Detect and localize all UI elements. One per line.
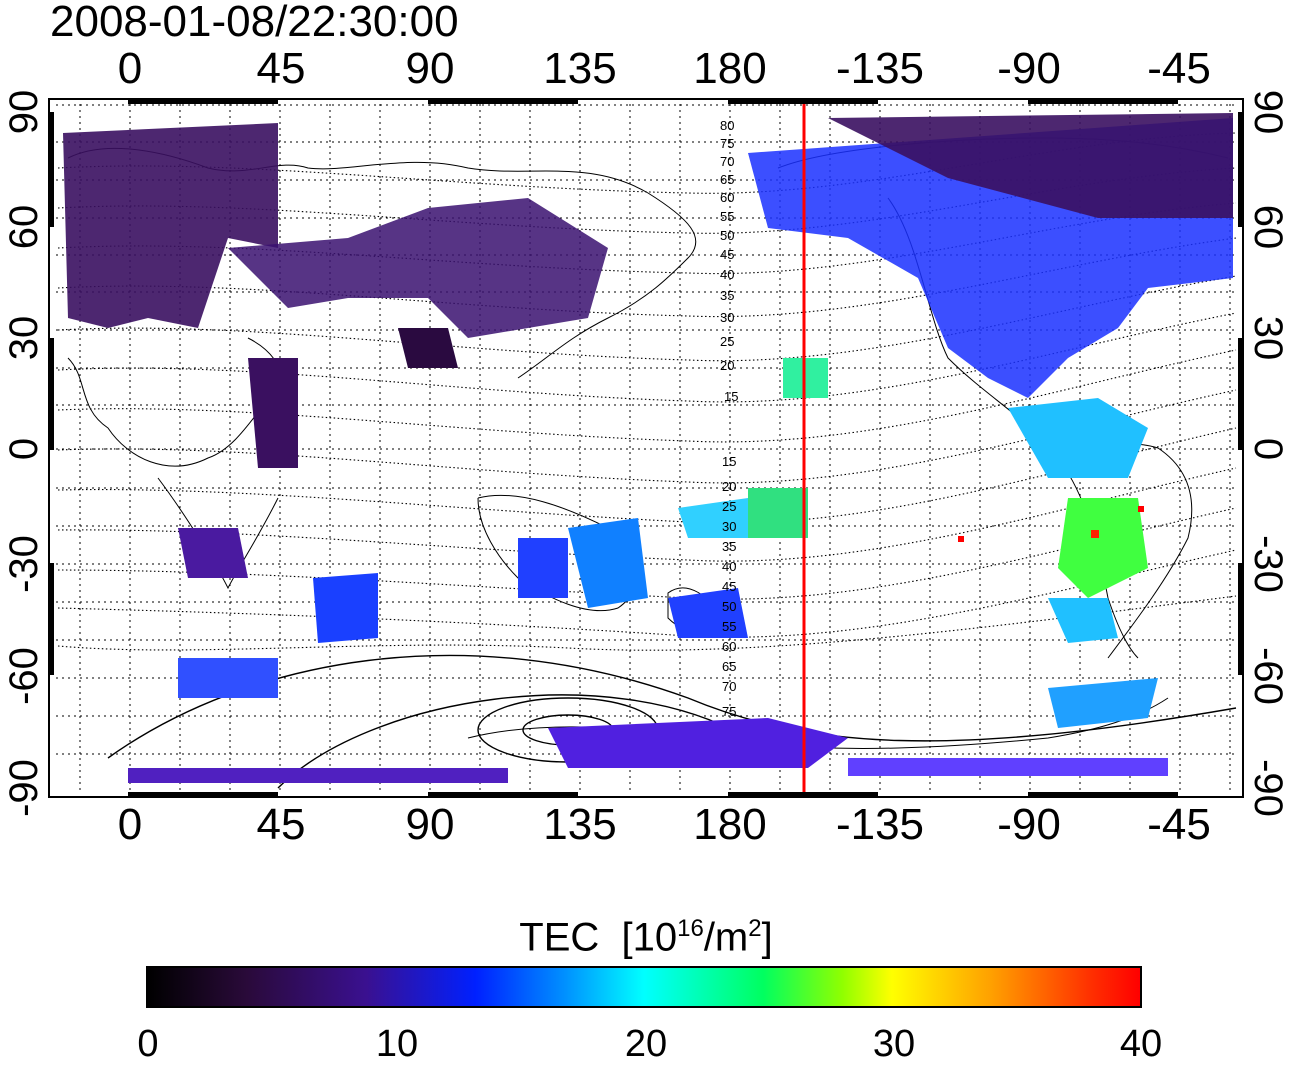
contour-label: 60 (722, 639, 736, 654)
lon-tick-top: 90 (405, 44, 455, 93)
colorbar-title-text: TEC (519, 915, 600, 960)
lon-tick-top: 135 (543, 44, 617, 93)
contour-label: 40 (720, 267, 734, 282)
contour-label: 65 (720, 172, 734, 187)
contour-label: 75 (720, 136, 734, 151)
contour-label: 80 (720, 118, 734, 133)
colorbar-unit-mid: /m (703, 915, 749, 960)
contour-label: 45 (720, 247, 734, 262)
contour-label: 55 (722, 619, 736, 634)
lon-tick-top: 0 (117, 44, 143, 93)
lat-tick-right: -90 (1246, 759, 1290, 817)
contour-label: 70 (720, 154, 734, 169)
lat-tick-left: 60 (2, 204, 46, 250)
lat-tick-right: 90 (1246, 89, 1290, 135)
contour-label: 25 (720, 334, 734, 349)
lon-tick-top: -90 (997, 44, 1061, 93)
contour-label: 40 (722, 559, 736, 574)
contour-label: 65 (722, 659, 736, 674)
lon-tick-bottom: 90 (405, 800, 455, 849)
contour-labels: 80 75 70 65 60 55 50 45 40 35 30 25 20 1… (720, 118, 738, 719)
lat-tick-left: -90 (2, 759, 46, 817)
lat-tick-right: 30 (1246, 315, 1290, 361)
contour-label: 55 (720, 209, 734, 224)
lat-tick-left: -30 (2, 535, 46, 593)
contour-label: 45 (722, 579, 736, 594)
contour-label: 30 (722, 519, 736, 534)
lat-tick-left: 0 (2, 437, 46, 461)
frame-tick-bars (48, 98, 1244, 798)
lon-tick-bottom: -135 (835, 800, 925, 849)
colorbar-title: TEC [1016/m2] (0, 904, 1292, 962)
contour-label: 20 (720, 358, 734, 373)
colorbar-unit-exp2: 2 (748, 915, 762, 942)
lon-tick-bottom: 135 (543, 800, 617, 849)
contour-label: 15 (722, 454, 736, 469)
colorbar-unit-base: [10 (621, 915, 678, 960)
lat-tick-left: 30 (2, 315, 46, 361)
lat-tick-right: -60 (1246, 647, 1290, 705)
lat-tick-right: 60 (1246, 204, 1290, 250)
lon-tick-bottom: 180 (693, 800, 767, 849)
colorbar (146, 966, 1142, 1008)
colorbar-tick-label: 0 (137, 1023, 159, 1065)
colorbar-tick-label: 20 (624, 1023, 668, 1065)
lon-tick-top: 45 (256, 44, 306, 93)
lon-tick-bottom: -90 (997, 800, 1061, 849)
contour-label: 60 (720, 190, 734, 205)
lon-tick-bottom: -45 (1147, 800, 1211, 849)
contour-label: 20 (722, 479, 736, 494)
tec-map: 80 75 70 65 60 55 50 45 40 35 30 25 20 1… (48, 98, 1244, 798)
contour-label: 35 (722, 539, 736, 554)
colorbar-tick-label: 10 (375, 1023, 419, 1065)
contour-label: 50 (720, 228, 734, 243)
lon-tick-top: 180 (693, 44, 767, 93)
contour-label: 70 (722, 679, 736, 694)
lat-tick-left: 90 (2, 89, 46, 135)
lon-tick-top: -135 (835, 44, 925, 93)
colorbar-tick-label: 40 (1119, 1023, 1163, 1065)
contour-label: 75 (722, 704, 736, 719)
lat-tick-right: 0 (1246, 437, 1290, 461)
colorbar-unit-exp: 16 (677, 915, 704, 942)
lat-tick-right: -30 (1246, 535, 1290, 593)
lon-tick-bottom: 45 (256, 800, 306, 849)
tec-data-patches (63, 113, 1233, 783)
colorbar-tick-label: 30 (872, 1023, 916, 1065)
lon-tick-bottom: 0 (117, 800, 143, 849)
contour-label: 50 (722, 599, 736, 614)
timestamp-title: 2008-01-08/22:30:00 (50, 0, 459, 46)
contour-label: 15 (724, 389, 738, 404)
contour-label: 25 (722, 499, 736, 514)
contour-label: 35 (720, 288, 734, 303)
lon-tick-top: -45 (1147, 44, 1211, 93)
contour-label: 30 (720, 310, 734, 325)
colorbar-unit-end: ] (761, 915, 773, 960)
lat-tick-left: -60 (2, 647, 46, 705)
